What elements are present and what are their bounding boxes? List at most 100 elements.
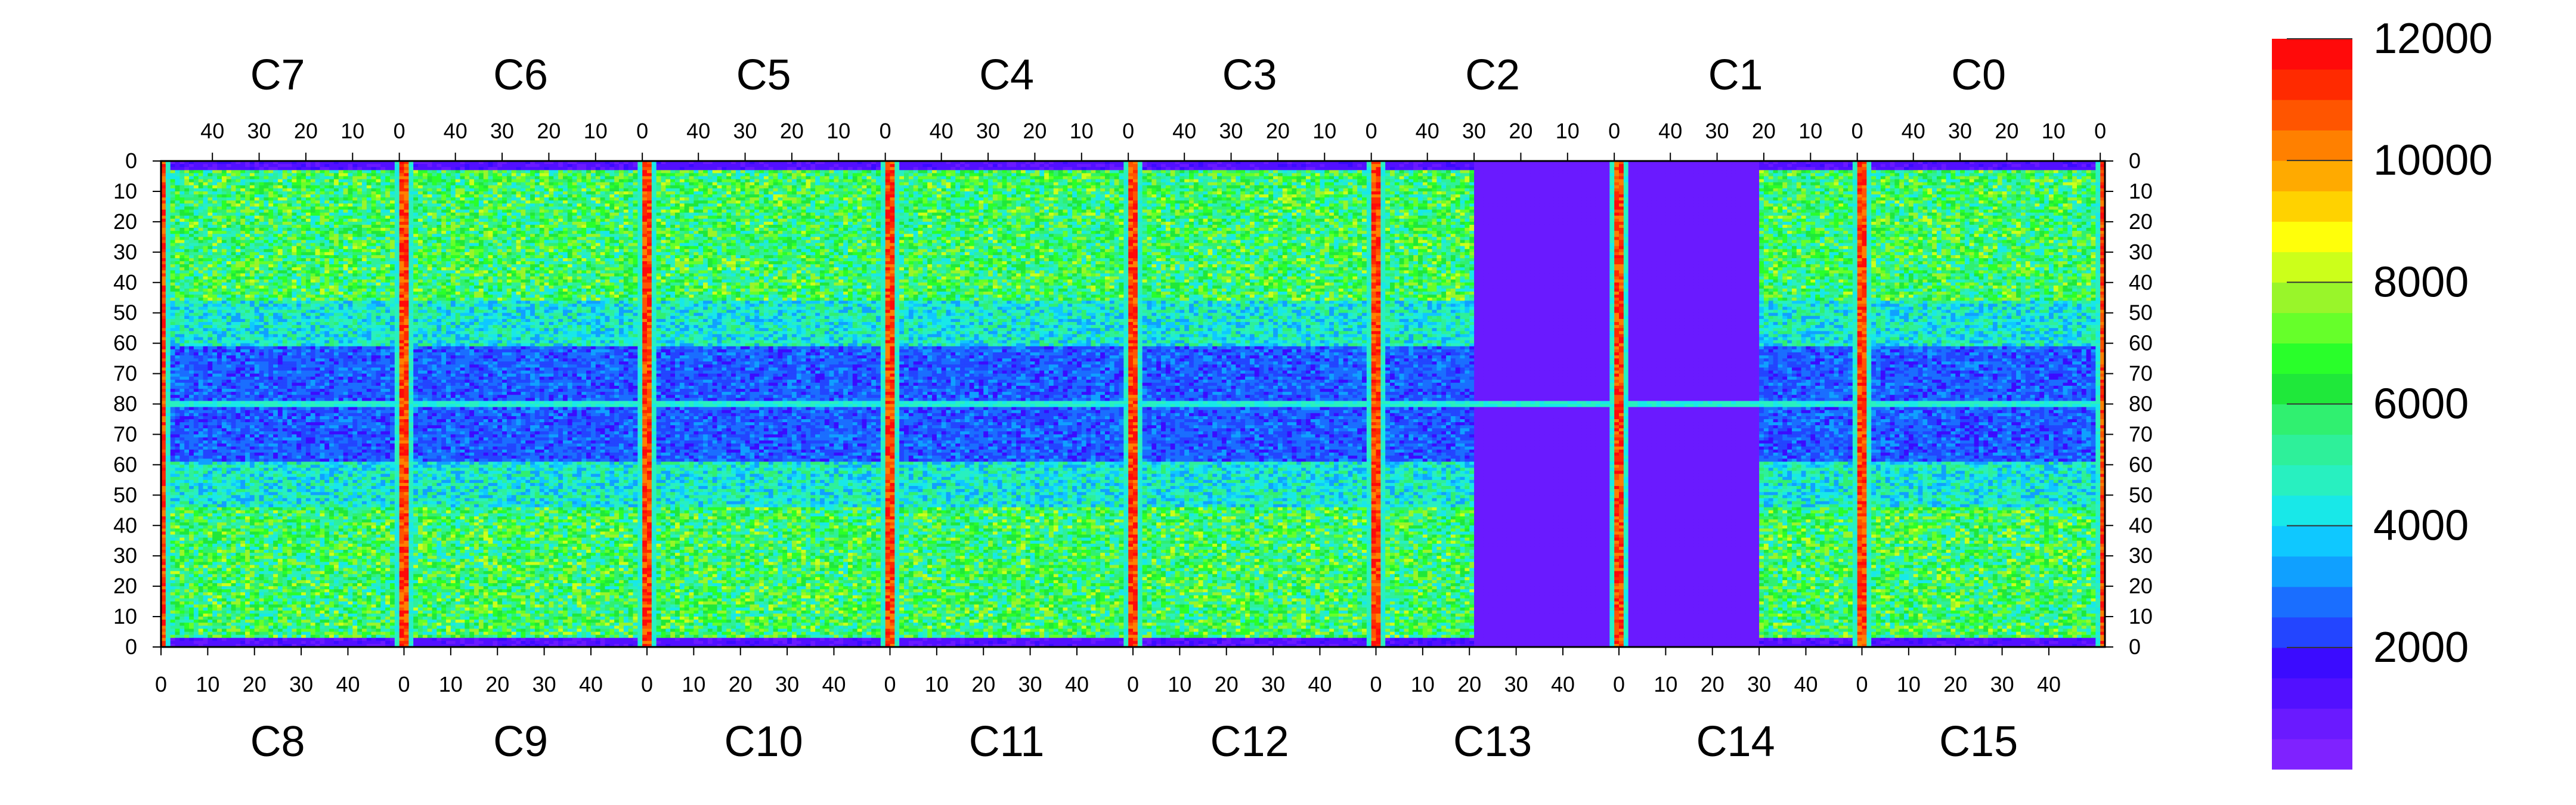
heat-cell: [357, 167, 362, 171]
heat-cell: [245, 164, 250, 168]
heat-cell: [1352, 164, 1357, 168]
heat-cell: [661, 167, 666, 171]
heat-cell: [909, 164, 914, 168]
heat-cell: [2091, 167, 2095, 171]
heat-cell: [1974, 167, 1979, 171]
heat-cell: [647, 167, 652, 171]
heat-cell: [1881, 164, 1885, 168]
heat-cell: [1287, 167, 1292, 171]
heat-cell: [2026, 164, 2030, 168]
heat-cell: [535, 167, 540, 171]
heat-cell: [708, 164, 713, 168]
heat-cell: [408, 167, 413, 171]
heat-cell: [838, 167, 843, 171]
heat-cell: [2082, 164, 2086, 168]
heat-cell: [1750, 164, 1754, 168]
heat-cell: [1927, 164, 1932, 168]
heat-cell: [1773, 164, 1778, 168]
heat-cell: [1553, 164, 1558, 168]
heat-cell: [1773, 167, 1778, 171]
heat-cell: [1974, 164, 1979, 168]
heat-cell: [703, 164, 708, 168]
heat-cell: [1885, 164, 1890, 168]
heat-cell: [1853, 167, 1857, 171]
heat-cell: [1058, 164, 1063, 168]
heat-cell: [2002, 164, 2007, 168]
heat-cell: [1950, 167, 1955, 171]
heat-cell: [1838, 167, 1843, 171]
heat-cell: [1544, 167, 1549, 171]
heat-cell: [698, 164, 703, 168]
heat-cell: [1950, 164, 1955, 168]
heat-cell: [324, 170, 329, 174]
heat-cell: [1806, 164, 1810, 168]
heat-cell: [1797, 167, 1801, 171]
heat-cell: [577, 164, 581, 168]
heat-cell: [1194, 164, 1199, 168]
heat-cell: [1329, 167, 1334, 171]
heat-cell: [1633, 167, 1638, 171]
heat-cell: [665, 167, 670, 171]
heat-cell: [320, 170, 324, 174]
heat-cell: [474, 164, 479, 168]
heat-cell: [227, 167, 231, 171]
heat-cell: [273, 170, 278, 174]
heat-cell: [1866, 167, 1871, 171]
heat-cell: [1184, 167, 1189, 171]
heat-cell: [329, 167, 334, 171]
heat-cell: [1488, 164, 1493, 168]
heat-cell: [558, 167, 563, 171]
heat-cell: [1693, 167, 1698, 171]
heat-cell: [937, 167, 942, 171]
heat-cell: [1250, 164, 1255, 168]
heat-cell: [179, 167, 184, 171]
heat-cell: [1194, 167, 1199, 171]
heat-cell: [759, 167, 764, 171]
heat-cell: [1693, 164, 1698, 168]
heat-cell: [497, 164, 502, 168]
heat-cell: [1652, 167, 1657, 171]
heat-cell: [1731, 164, 1736, 168]
heat-cell: [1395, 164, 1400, 168]
heat-cell: [441, 164, 446, 168]
heat-cell: [2039, 164, 2044, 168]
heat-cell: [1637, 164, 1642, 168]
heat-cell: [1689, 167, 1694, 171]
heat-cell: [1857, 167, 1862, 171]
heat-cell: [1769, 167, 1773, 171]
heat-cell: [1778, 167, 1782, 171]
heat-cell: [1329, 164, 1334, 168]
heat-cell: [1161, 167, 1166, 171]
heat-cell: [1311, 167, 1315, 171]
heat-cell: [287, 170, 292, 174]
heat-cell: [703, 167, 708, 171]
heat-cell: [1474, 164, 1479, 168]
heat-cell: [680, 164, 685, 168]
heat-cell: [717, 167, 722, 171]
heat-cell: [2011, 167, 2016, 171]
heat-cell: [1451, 167, 1456, 171]
heat-cell: [1460, 164, 1465, 168]
heat-cell: [848, 167, 853, 171]
heat-cell: [1586, 167, 1591, 171]
heat-cell: [512, 167, 516, 171]
heat-cell: [549, 164, 553, 168]
heat-cell: [2091, 164, 2095, 168]
heat-cell: [890, 167, 895, 171]
heat-cell: [1240, 164, 1245, 168]
heat-cell: [1600, 164, 1605, 168]
heat-cell: [194, 170, 199, 174]
heat-cell: [540, 164, 544, 168]
heat-cell: [1731, 167, 1736, 171]
heat-cell: [1156, 164, 1161, 168]
heat-cell: [1436, 164, 1441, 168]
heat-cell: [810, 167, 815, 171]
heat-cell: [283, 167, 287, 171]
heat-cell: [1572, 164, 1577, 168]
heat-cell: [1428, 164, 1432, 168]
heat-cell: [250, 170, 255, 174]
heat-cell: [418, 164, 423, 168]
heat-cell: [1138, 164, 1143, 168]
heat-cell: [259, 164, 264, 168]
heat-cell: [1072, 164, 1077, 168]
